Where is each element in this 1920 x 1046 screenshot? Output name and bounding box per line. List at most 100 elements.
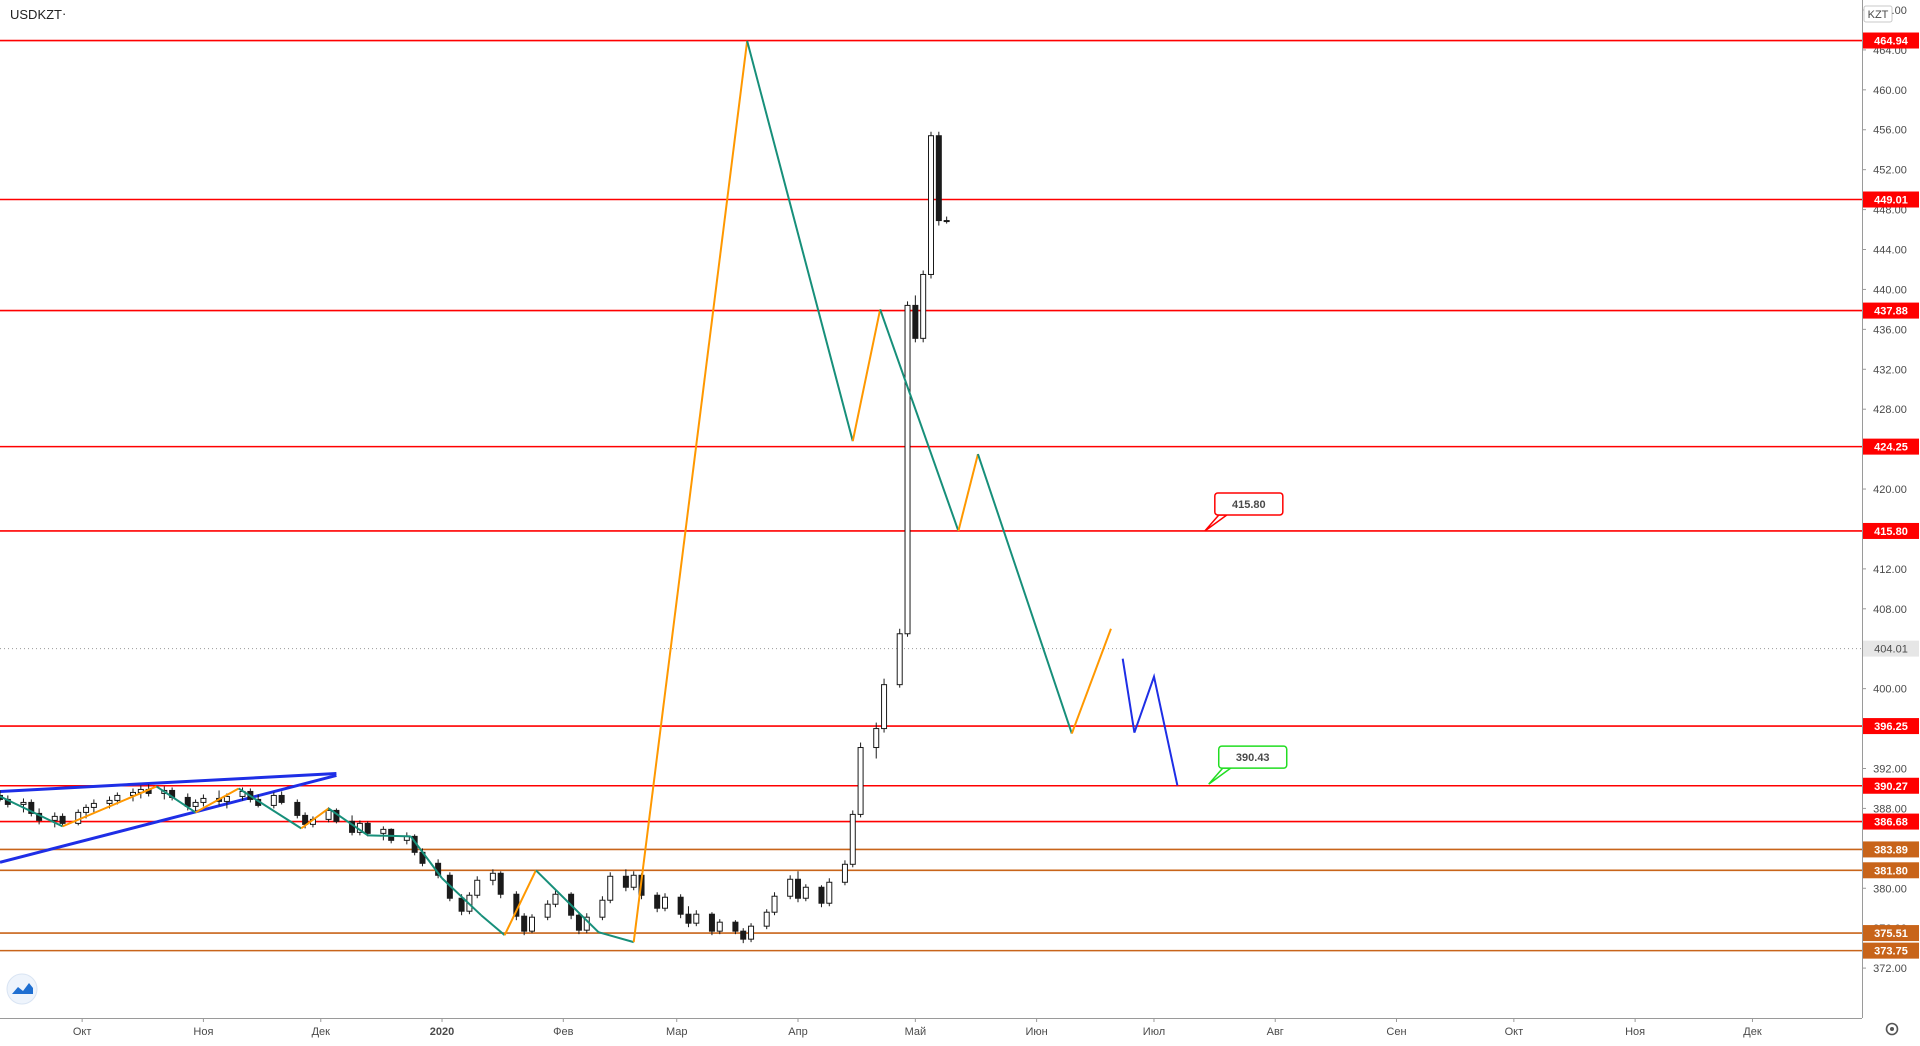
last-price-tag-label: 404.01 (1874, 644, 1908, 656)
candle-body-84 (912, 304, 919, 339)
chart-header: USDKZT · (10, 6, 66, 22)
candle-body-30 (325, 809, 332, 820)
currency-label: KZT (1868, 9, 1889, 21)
candle-body-76 (826, 881, 833, 904)
currency-badge-box (1863, 5, 1893, 23)
level-tag-1 (1863, 191, 1919, 208)
candle-body-66 (716, 921, 723, 932)
candle-body-85 (920, 273, 927, 339)
price-tick-label-19: 448.00 (1873, 205, 1907, 217)
price-callouts: 415.80 390.43 (1204, 492, 1288, 785)
settings-gear-icon[interactable] (1885, 1022, 1899, 1036)
level-tag-4 (1863, 522, 1919, 539)
time-tick-label-8: Июн (1026, 1026, 1048, 1038)
trend-line-1 (0, 774, 337, 864)
time-tick-label-2: Дек (312, 1026, 331, 1038)
candle-body-82 (896, 633, 903, 686)
currency-badge[interactable]: KZT (1863, 5, 1893, 23)
candle-body-69 (748, 925, 755, 940)
wave-segment-6 (328, 807, 369, 837)
price-tick-label-4: 388.00 (1873, 803, 1907, 815)
level-tag-label-10: 375.51 (1874, 928, 1908, 940)
level-tag-8 (1863, 841, 1919, 858)
callout-label-0: 415.80 (1232, 499, 1266, 511)
wave-segment-2 (155, 785, 197, 814)
candle-body-73 (795, 878, 801, 899)
trend-lines (0, 771, 337, 864)
candle-body-77 (841, 863, 848, 883)
symbol-menu-glyph[interactable]: · (62, 6, 66, 21)
candle-body-51 (552, 893, 559, 905)
trend-line-0 (0, 771, 337, 793)
candle-body-78 (849, 813, 856, 865)
price-axis[interactable]: 372.00376.00380.00384.00388.00392.00396.… (1862, 0, 1920, 1046)
candle-body-53 (575, 914, 582, 931)
level-tag-label-4: 415.80 (1874, 526, 1908, 538)
candle-body-8 (83, 806, 90, 813)
price-tick-label-7: 400.00 (1873, 684, 1907, 696)
time-axis[interactable]: Окт Ноя Дек 2020 Фев Мар Апр Май Июн Июл Авг Сен Окт… (0, 1018, 1862, 1046)
level-tag-2 (1863, 302, 1919, 319)
candle-body-25 (270, 794, 277, 806)
candle-body-70 (763, 911, 770, 927)
level-tag-7 (1863, 813, 1919, 830)
symbol-title[interactable]: USDKZT (10, 7, 62, 22)
level-tag-label-1: 449.01 (1874, 195, 1908, 207)
level-tag-0 (1863, 32, 1919, 49)
wave-segment-15 (746, 40, 854, 442)
candle-body-21 (223, 795, 230, 802)
time-tick-label-1: Ноя (193, 1026, 213, 1038)
time-tick-label-6: Апр (788, 1026, 807, 1038)
callout-box-1 (1217, 745, 1288, 769)
candle-body-2 (20, 801, 27, 805)
candle-body-87 (935, 135, 942, 222)
price-tick-label-15: 432.00 (1873, 364, 1907, 376)
level-tag-label-3: 424.25 (1874, 442, 1908, 454)
candle-body-46 (497, 872, 504, 895)
candle-body-9 (90, 802, 97, 808)
candle-body-44 (474, 879, 481, 896)
price-tick-label-0: 372.00 (1873, 963, 1907, 975)
price-tick-label-9: 408.00 (1873, 604, 1907, 616)
wave-segment-11 (503, 869, 537, 936)
level-tag-label-9: 381.80 (1874, 865, 1908, 877)
candle-body-65 (708, 913, 715, 932)
wave-segment-5 (300, 807, 330, 830)
time-axis-background (0, 1018, 1862, 1046)
candle-body-86 (928, 135, 934, 275)
time-tick-label-14: Дек (1743, 1026, 1762, 1038)
wave-segment-9 (441, 877, 482, 916)
wave-segment-18 (957, 453, 979, 532)
tradingview-logo[interactable] (6, 973, 38, 1005)
level-tag-11 (1863, 942, 1919, 959)
level-tag-10 (1863, 925, 1919, 942)
projection-line (1121, 658, 1179, 786)
price-tick-label-2: 380.00 (1873, 883, 1907, 895)
time-tick-label-11: Сен (1386, 1026, 1406, 1038)
wave-segment-8 (409, 835, 443, 879)
candle-body-35 (380, 828, 387, 834)
candle-body-81 (881, 684, 888, 730)
candle-body-63 (685, 913, 692, 924)
candle-body-42 (458, 897, 465, 912)
level-tag-9 (1863, 862, 1919, 879)
candle-body-6 (59, 815, 66, 824)
candle-body-62 (677, 896, 684, 915)
time-tick-label-0: Окт (73, 1026, 92, 1038)
gear-hub (1890, 1027, 1894, 1031)
candle-body-56 (607, 875, 614, 901)
projection-path (1121, 658, 1179, 786)
candle-body-83 (904, 304, 911, 635)
level-tag-label-7: 386.68 (1874, 817, 1908, 829)
candle-body-80 (873, 728, 880, 749)
candle-body-45 (489, 872, 496, 881)
wave-segment-7 (367, 834, 411, 838)
time-tick-label-10: Авг (1267, 1026, 1284, 1038)
price-tick-label-22: 460.00 (1873, 85, 1907, 97)
wave-segment-12 (535, 869, 600, 933)
wave-segment-0 (0, 795, 64, 828)
level-tag-label-2: 437.88 (1874, 306, 1908, 318)
candles (0, 131, 950, 944)
